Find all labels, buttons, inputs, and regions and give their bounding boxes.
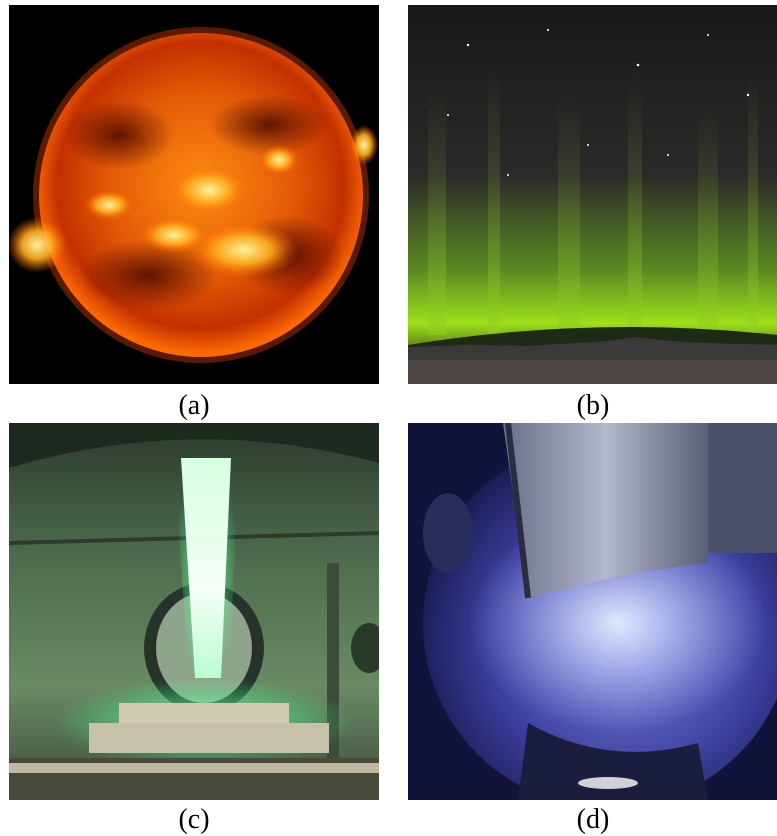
- sun-icon: [9, 5, 379, 384]
- caption-d: (d): [576, 804, 610, 835]
- caption-a: (a): [178, 390, 210, 421]
- caption-c: (c): [178, 804, 210, 835]
- aurora-icon: [408, 5, 777, 384]
- panel-d-plasma-chamber-image: [408, 423, 777, 800]
- caption-b: (b): [576, 390, 610, 421]
- plasma-jet-icon: [9, 423, 379, 800]
- panel-b-aurora-image: [408, 5, 777, 384]
- panel-a-sun-image: [9, 5, 379, 384]
- plasma-chamber-icon: [408, 423, 777, 800]
- panel-c-plasma-jet-image: [9, 423, 379, 800]
